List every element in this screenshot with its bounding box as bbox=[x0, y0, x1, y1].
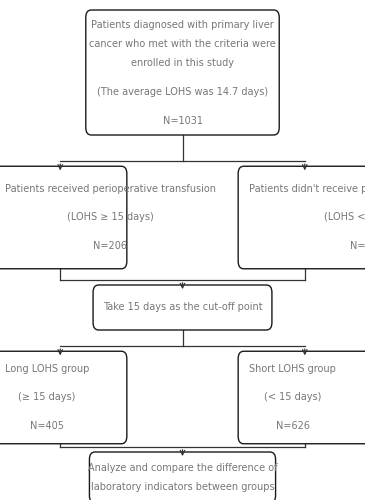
Text: Patients received perioperative transfusion


(LOHS ≥ 15 days)


N=206: Patients received perioperative transfus… bbox=[4, 184, 216, 252]
FancyBboxPatch shape bbox=[89, 452, 276, 500]
Text: Long LOHS group


(≥ 15 days)


N=405: Long LOHS group (≥ 15 days) N=405 bbox=[4, 364, 89, 432]
FancyBboxPatch shape bbox=[0, 351, 127, 444]
Text: Take 15 days as the cut-off point: Take 15 days as the cut-off point bbox=[103, 302, 262, 312]
Text: Patients diagnosed with primary liver

cancer who met with the criteria were

en: Patients diagnosed with primary liver ca… bbox=[89, 20, 276, 126]
FancyBboxPatch shape bbox=[238, 351, 365, 444]
FancyBboxPatch shape bbox=[238, 166, 365, 269]
FancyBboxPatch shape bbox=[86, 10, 279, 135]
FancyBboxPatch shape bbox=[93, 285, 272, 330]
Text: Analyze and compare the difference of

laboratory indicators between groups: Analyze and compare the difference of la… bbox=[88, 463, 277, 492]
Text: Short LOHS group


(< 15 days)


N=626: Short LOHS group (< 15 days) N=626 bbox=[249, 364, 336, 432]
Text: Patients didn't receive perioperative transfusion


(LOHS < 15 days)


N=825: Patients didn't receive perioperative tr… bbox=[249, 184, 365, 252]
FancyBboxPatch shape bbox=[0, 166, 127, 269]
